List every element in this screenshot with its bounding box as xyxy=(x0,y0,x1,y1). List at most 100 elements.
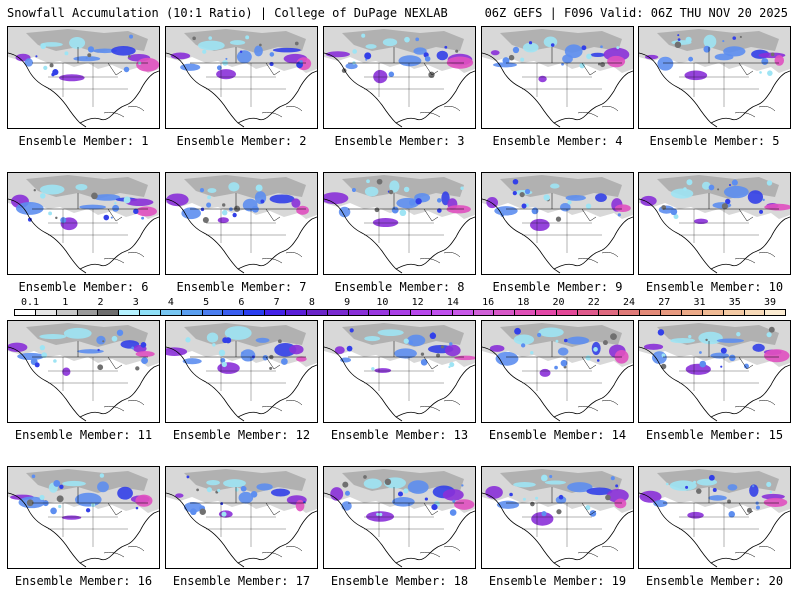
map-graphic xyxy=(639,467,790,568)
snowfall-map xyxy=(7,172,160,275)
snowfall-area xyxy=(544,480,567,485)
snowfall-speck xyxy=(732,36,737,40)
snowfall-speck xyxy=(437,208,442,213)
snowfall-speck xyxy=(528,41,533,45)
snowfall-speck xyxy=(530,501,535,507)
snowfall-speck xyxy=(585,203,592,209)
snowfall-speck xyxy=(127,55,131,58)
snowfall-speck xyxy=(352,49,357,54)
snowfall-speck xyxy=(208,36,213,40)
snowfall-speck xyxy=(605,494,611,501)
snowfall-speck xyxy=(232,212,237,218)
snowfall-speck xyxy=(610,333,617,341)
snowfall-area xyxy=(166,193,189,207)
coastline xyxy=(8,52,159,128)
snowfall-area xyxy=(559,202,571,212)
colorbar-swatch xyxy=(744,310,766,315)
snowfall-speck xyxy=(218,349,226,357)
snowfall-area xyxy=(531,512,554,526)
snowfall-area xyxy=(566,336,590,345)
snowfall-speck xyxy=(403,488,409,494)
snowfall-area xyxy=(446,205,471,214)
snowfall-speck xyxy=(766,180,773,186)
snowfall-speck xyxy=(585,505,591,511)
snowfall-map xyxy=(7,26,160,129)
snowfall-speck xyxy=(216,65,222,71)
snowfall-speck xyxy=(731,179,738,186)
islands xyxy=(419,545,461,558)
snowfall-area xyxy=(538,75,547,83)
snowfall-area xyxy=(701,181,711,190)
snowfall-speck xyxy=(759,71,762,74)
border-lines xyxy=(506,47,622,76)
snowfall-area xyxy=(17,352,45,360)
snowfall-area xyxy=(206,479,220,486)
islands xyxy=(734,105,776,118)
ensemble-panel-19: Ensemble Member: 19 xyxy=(481,466,634,593)
snowfall-area xyxy=(614,498,627,509)
snowfall-speck xyxy=(567,200,572,205)
border-lines xyxy=(506,193,622,222)
snowfall-map xyxy=(165,320,318,423)
snowfall-speck xyxy=(415,37,420,42)
snowfall-speck xyxy=(123,196,131,204)
snowfall-speck xyxy=(455,49,459,53)
snowfall-map xyxy=(323,26,476,129)
snowfall-map xyxy=(7,466,160,569)
snowfall-speck xyxy=(269,366,273,370)
snowfall-area xyxy=(74,492,102,507)
snowfall-speck xyxy=(585,355,591,361)
snowfall-speck xyxy=(586,53,592,60)
colorbar-swatch xyxy=(327,310,349,315)
snowfall-area xyxy=(494,206,518,216)
ensemble-panel-6: Ensemble Member: 6 xyxy=(7,172,160,299)
snowfall-speck xyxy=(40,43,46,50)
map-graphic xyxy=(482,27,633,128)
ensemble-panel-1: Ensemble Member: 1 xyxy=(7,26,160,153)
colorbar-label: 20 xyxy=(552,297,565,308)
snowfall-speck xyxy=(259,43,262,47)
colorbar-label: 16 xyxy=(482,297,495,308)
islands xyxy=(734,545,776,558)
snowfall-speck xyxy=(420,358,428,366)
snowfall-speck xyxy=(683,187,687,191)
snowfall-map xyxy=(638,466,791,569)
snowfall-speck xyxy=(661,205,667,210)
snowfall-area xyxy=(586,487,613,496)
snowfall-speck xyxy=(376,178,383,185)
snowfall-speck xyxy=(48,211,53,216)
ensemble-member-label: Ensemble Member: 15 xyxy=(645,428,784,442)
snowfall-area xyxy=(694,218,709,224)
snowfall-speck xyxy=(269,61,274,67)
map-graphic xyxy=(324,321,475,422)
ensemble-panel-13: Ensemble Member: 13 xyxy=(323,320,476,447)
colorbar-swatch xyxy=(306,310,328,315)
snowfall-area xyxy=(365,44,377,49)
snowfall-area xyxy=(643,343,664,350)
map-graphic xyxy=(639,27,790,128)
snowfall-speck xyxy=(26,499,34,507)
coastline xyxy=(8,198,159,274)
snowfall-speck xyxy=(85,56,88,60)
snowfall-area xyxy=(614,204,631,212)
state-lines xyxy=(364,209,444,253)
colorbar-swatch xyxy=(598,310,620,315)
snowfall-area xyxy=(538,327,564,338)
snowfall-area xyxy=(63,327,92,339)
snowfall-speck xyxy=(239,50,243,54)
snowfall-speck xyxy=(720,365,723,368)
snowfall-speck xyxy=(660,363,667,370)
snowfall-area xyxy=(24,58,33,67)
snowfall-area xyxy=(708,495,727,501)
snowfall-speck xyxy=(192,36,196,41)
snowfall-area xyxy=(345,62,358,70)
state-lines xyxy=(522,209,602,253)
snowfall-area xyxy=(364,186,379,197)
snowfall-speck xyxy=(35,55,38,58)
snowfall-speck xyxy=(364,52,372,60)
ensemble-panel-12: Ensemble Member: 12 xyxy=(165,320,318,447)
snowfall-speck xyxy=(87,53,92,58)
snowfall-area xyxy=(774,55,785,66)
snowfall-speck xyxy=(767,70,773,76)
snowfall-speck xyxy=(415,198,422,205)
